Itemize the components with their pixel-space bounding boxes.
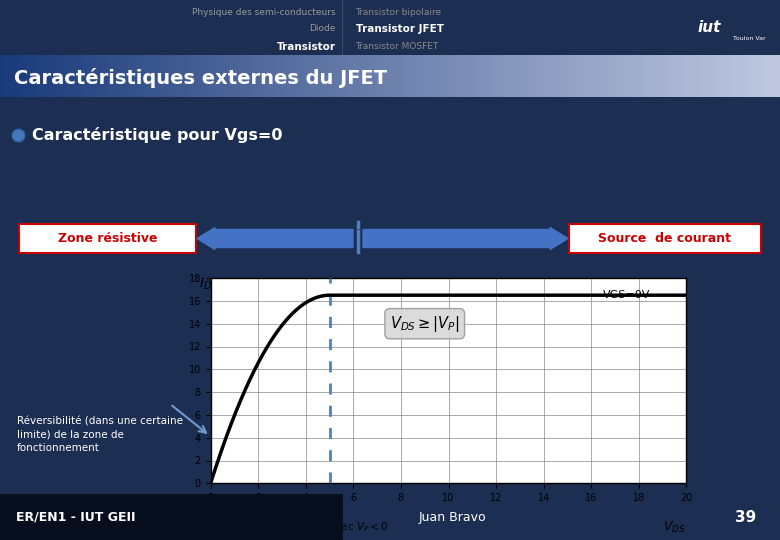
Text: VGS=0V: VGS=0V [603, 289, 651, 300]
Text: Réversibilité (dans une certaine
limite) de la zone de
fonctionnement: Réversibilité (dans une certaine limite)… [17, 416, 183, 453]
Text: Toulon Var: Toulon Var [733, 36, 766, 41]
Text: iut: iut [697, 20, 721, 35]
Text: Transistor: Transistor [276, 42, 335, 52]
FancyBboxPatch shape [19, 225, 196, 253]
Text: Source  de courant: Source de courant [598, 232, 732, 245]
Text: 39: 39 [736, 510, 757, 524]
Text: Transistor MOSFET: Transistor MOSFET [356, 42, 439, 51]
Text: Transistor JFET: Transistor JFET [356, 24, 444, 33]
Text: Diode: Diode [309, 24, 335, 33]
Text: Caractéristique pour Vgs=0: Caractéristique pour Vgs=0 [32, 127, 282, 143]
Text: $V_{DS} = -V_P$ avec $V_P < 0$: $V_{DS} = -V_P$ avec $V_P < 0$ [271, 520, 388, 534]
Text: Caractéristiques externes du JFET: Caractéristiques externes du JFET [14, 68, 387, 88]
FancyArrow shape [363, 227, 568, 249]
Text: Physique des semi-conducteurs: Physique des semi-conducteurs [192, 8, 335, 17]
Text: $V_{DS}$: $V_{DS}$ [663, 520, 686, 535]
Text: Zone résistive: Zone résistive [58, 232, 158, 245]
Text: ER/EN1 - IUT GEII: ER/EN1 - IUT GEII [16, 510, 135, 524]
Text: Juan Bravo: Juan Bravo [419, 510, 486, 524]
FancyBboxPatch shape [569, 225, 761, 253]
Bar [0, 494, 343, 540]
Text: Transistor bipolaire: Transistor bipolaire [356, 8, 441, 17]
FancyArrow shape [197, 227, 353, 249]
Text: $V_{DS} \geq |V_P|$: $V_{DS} \geq |V_P|$ [390, 314, 459, 334]
Text: $I_D$: $I_D$ [199, 275, 212, 292]
